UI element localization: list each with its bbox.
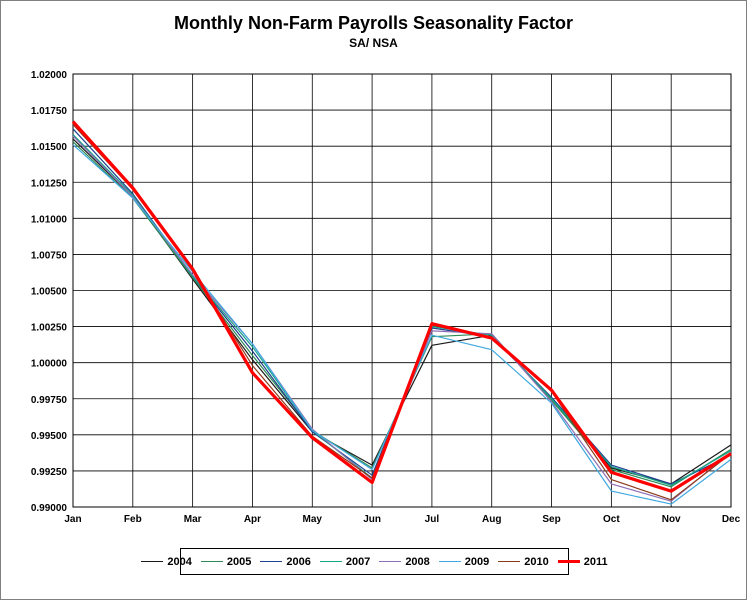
legend-swatch: [260, 561, 283, 562]
chart-subtitle: SA/ NSA: [349, 36, 398, 50]
x-tick-label: Jul: [425, 514, 440, 525]
series-line-2011: [71, 120, 732, 493]
y-tick-label: 0.99250: [31, 467, 68, 478]
y-tick-label: 1.01750: [31, 106, 68, 117]
legend-label: 2006: [286, 555, 311, 568]
legend-item-2005: 2005: [200, 555, 252, 568]
legend-item-2009: 2009: [438, 555, 490, 568]
y-tick-label: 1.00750: [31, 250, 68, 261]
legend-item-2007: 2007: [319, 555, 371, 568]
y-tick-label: 1.00250: [31, 323, 68, 334]
chart-title: Monthly Non-Farm Payrolls Seasonality Fa…: [173, 13, 574, 33]
y-tick-label: 1.00000: [31, 359, 68, 370]
x-tick-label: Nov: [662, 514, 681, 525]
x-tick-label: Sep: [542, 514, 560, 525]
y-tick-label: 0.99000: [31, 503, 68, 514]
y-tick-label: 1.01500: [31, 142, 68, 153]
x-tick-label: Jan: [64, 514, 81, 525]
legend-swatch: [379, 561, 402, 562]
legend-label: 2011: [583, 555, 608, 568]
legend: 2004 2005 2006 2007 2008 2009 2010 2011: [141, 548, 608, 575]
legend-label: 2004: [167, 555, 192, 568]
legend-swatch: [438, 561, 461, 562]
x-tick-label: Jun: [363, 514, 381, 525]
legend-item-2011: 2011: [557, 555, 608, 568]
legend-label: 2005: [226, 555, 252, 568]
y-tick-label: 1.02000: [31, 70, 68, 81]
legend-label: 2008: [405, 555, 430, 568]
legend-item-2008: 2008: [379, 555, 430, 568]
legend-swatch: [498, 561, 521, 562]
legend-label: 2010: [524, 555, 549, 568]
y-tick-label: 1.01000: [31, 214, 68, 225]
legend-label: 2009: [464, 555, 490, 568]
y-tick-label: 1.01250: [31, 178, 68, 189]
x-tick-label: Aug: [482, 514, 501, 525]
x-tick-label: Feb: [124, 514, 142, 525]
legend-swatch: [141, 561, 164, 562]
x-tick-label: Oct: [603, 514, 620, 525]
y-tick-label: 1.00500: [31, 287, 68, 298]
y-tick-label: 0.99750: [31, 395, 68, 406]
x-tick-label: Dec: [722, 514, 741, 525]
legend-label: 2007: [345, 555, 371, 568]
legend-swatch: [557, 560, 580, 563]
legend-item-2006: 2006: [260, 555, 311, 568]
legend-swatch: [319, 561, 342, 562]
x-tick-label: May: [303, 514, 323, 525]
legend-item-2010: 2010: [498, 555, 549, 568]
legend-item-2004: 2004: [141, 555, 192, 568]
x-tick-label: Apr: [244, 514, 261, 525]
legend-swatch: [200, 561, 223, 562]
x-tick-label: Mar: [184, 514, 202, 525]
y-tick-label: 0.99500: [31, 431, 68, 442]
